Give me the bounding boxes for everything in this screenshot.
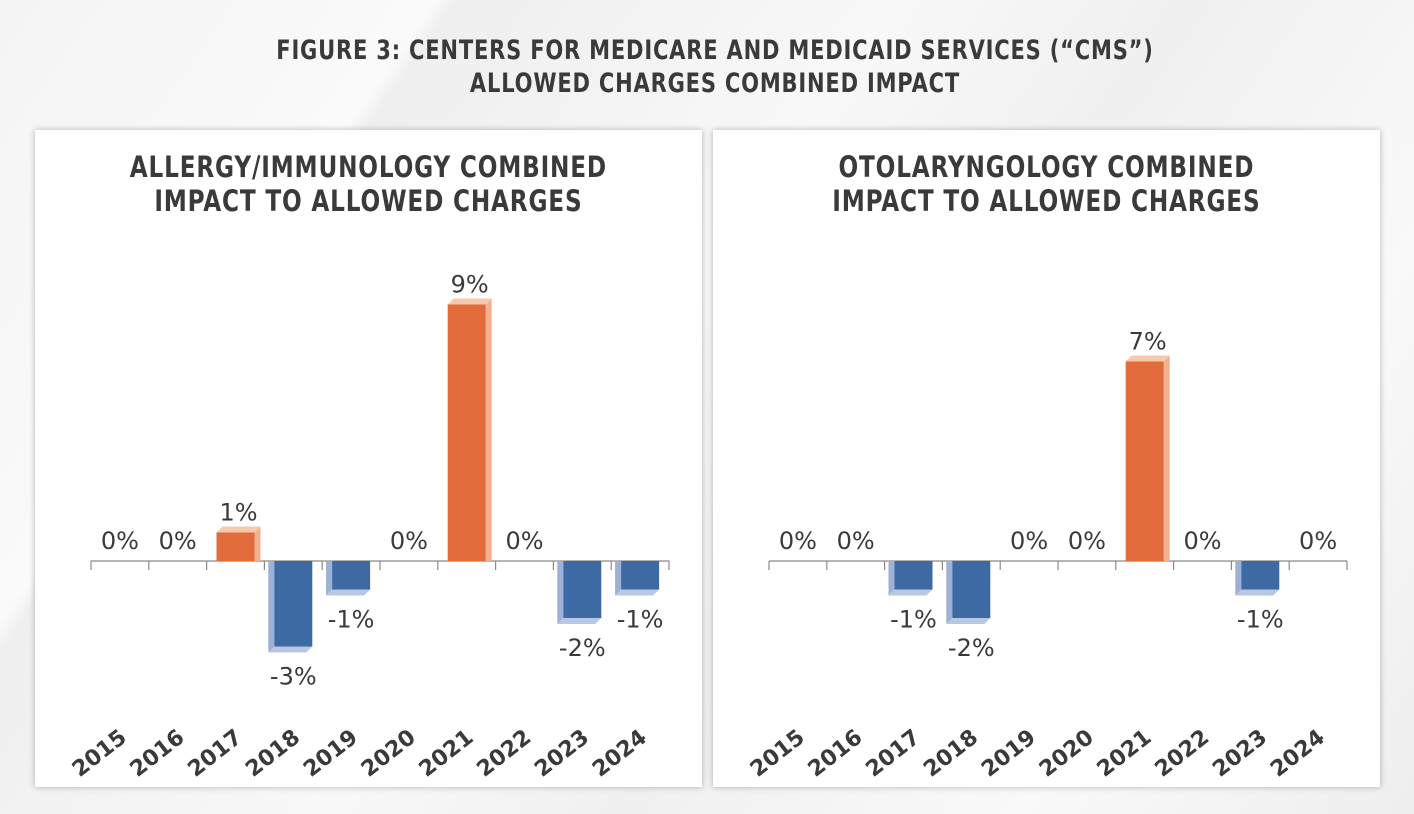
otolaryngology-chart-title-line2: IMPACT TO ALLOWED CHARGES [832,184,1261,218]
allergy-chart-title-line2: IMPACT TO ALLOWED CHARGES [154,184,583,218]
allergy-category-label: 2015 [68,725,132,782]
otolaryngology-data-label: 0% [1299,527,1337,555]
otolaryngology-data-label: -1% [1237,606,1284,634]
allergy-bar-bottom [268,646,313,653]
allergy-data-label: 0% [101,527,139,555]
allergy-bar-2019 [326,561,371,596]
otolaryngology-data-label: 0% [1068,527,1106,555]
otolaryngology-bar-side [1163,355,1170,561]
allergy-category-label: 2017 [184,725,248,782]
otolaryngology-bar-side [946,561,953,624]
figure-title: FIGURE 3: CENTERS FOR MEDICARE AND MEDIC… [157,34,1272,100]
otolaryngology-data-label: -2% [948,634,995,662]
allergy-category-label: 2019 [299,725,363,782]
allergy-bar-2018 [268,561,313,653]
otolaryngology-data-label: 0% [837,527,875,555]
allergy-data-label: -2% [559,634,606,662]
otolaryngology-data-label: 0% [1010,527,1048,555]
otolaryngology-category-label: 2016 [804,725,868,782]
allergy-data-label: 0% [505,527,543,555]
allergy-bar-front [621,561,660,590]
allergy-bar-side [485,298,492,561]
otolaryngology-bar-2018 [946,561,991,624]
allergy-bar-side [615,561,622,596]
otolaryngology-data-label: -1% [890,606,937,634]
otolaryngology-data-label: 7% [1129,328,1167,356]
allergy-category-label: 2016 [126,725,190,782]
allergy-bar-front [332,561,371,590]
allergy-chart-title-line1: ALLERGY/IMMUNOLOGY COMBINED [129,150,607,184]
figure-title-line1: FIGURE 3: CENTERS FOR MEDICARE AND MEDIC… [276,35,1154,66]
otolaryngology-category-label: 2019 [977,725,1041,782]
allergy-category-label: 2021 [415,725,479,782]
otolaryngology-category-label: 2015 [746,725,810,782]
allergy-bar-2023 [557,561,602,624]
otolaryngology-bar-front [894,561,933,590]
otolaryngology-chart-plot: 0% 2015 0% 2016 -1% 2017 -2% 2018 0% 2019 0% 2020 7%… [746,328,1348,782]
allergy-data-label: -1% [328,606,375,634]
otolaryngology-category-label: 2024 [1266,725,1330,782]
allergy-data-label: 0% [390,527,428,555]
allergy-bar-front [447,304,486,561]
allergy-bar-bottom [615,589,660,596]
otolaryngology-bar-front [1125,361,1164,561]
allergy-bar-2024 [615,561,660,596]
allergy-category-label: 2023 [530,725,594,782]
otolaryngology-category-label: 2018 [919,725,983,782]
otolaryngology-chart-title: OTOLARYNGOLOGY COMBINED IMPACT TO ALLOWE… [780,150,1314,218]
allergy-bar-front [274,561,313,647]
otolaryngology-bar-side [1235,561,1242,596]
otolaryngology-category-label: 2020 [1035,725,1099,782]
otolaryngology-data-label: 0% [779,527,817,555]
allergy-category-label: 2022 [473,725,537,782]
allergy-bar-front [563,561,602,618]
otolaryngology-bar-bottom [946,618,991,624]
allergy-bar-side [268,561,275,653]
otolaryngology-bar-bottom [1235,589,1280,596]
allergy-data-label: 1% [219,499,257,527]
allergy-chart-panel: ALLERGY/IMMUNOLOGY COMBINED IMPACT TO AL… [35,130,702,787]
allergy-bar-side [326,561,333,596]
allergy-bar-2021 [447,298,492,561]
otolaryngology-data-label: 0% [1183,527,1221,555]
otolaryngology-bar-bottom [888,589,933,596]
otolaryngology-bar-front [1241,561,1280,590]
allergy-data-label: 0% [159,527,197,555]
allergy-data-label: -3% [270,663,317,691]
allergy-chart-title: ALLERGY/IMMUNOLOGY COMBINED IMPACT TO AL… [102,150,636,218]
otolaryngology-bar-side [888,561,895,596]
allergy-chart-plot: 0% 2015 0% 2016 1% 2017 -3% 2018 -1% 2019 0% 2020 9%… [68,271,670,782]
otolaryngology-bar-front [952,561,991,618]
allergy-data-label: -1% [617,606,664,634]
allergy-category-label: 2018 [241,725,305,782]
otolaryngology-bar-2023 [1235,561,1280,596]
otolaryngology-chart-panel: OTOLARYNGOLOGY COMBINED IMPACT TO ALLOWE… [713,130,1380,787]
allergy-bar-top [447,298,492,305]
otolaryngology-chart-title-line1: OTOLARYNGOLOGY COMBINED [838,150,1255,184]
allergy-bar-bottom [326,589,371,596]
allergy-bar-side [254,526,261,561]
allergy-bar-front [216,532,255,561]
allergy-bar-2017 [216,526,261,561]
allergy-bar-top [216,526,261,533]
otolaryngology-category-label: 2023 [1208,725,1272,782]
allergy-bar-side [557,561,564,624]
allergy-category-label: 2020 [357,725,421,782]
allergy-data-label: 9% [451,271,489,299]
otolaryngology-category-label: 2022 [1151,725,1215,782]
allergy-category-label: 2024 [588,725,652,782]
otolaryngology-category-label: 2021 [1093,725,1157,782]
otolaryngology-bar-2021 [1125,355,1170,561]
figure-title-line2: ALLOWED CHARGES COMBINED IMPACT [469,68,961,99]
allergy-bar-bottom [557,618,602,624]
otolaryngology-bar-2017 [888,561,933,596]
otolaryngology-bar-top [1125,355,1170,362]
otolaryngology-category-label: 2017 [862,725,926,782]
